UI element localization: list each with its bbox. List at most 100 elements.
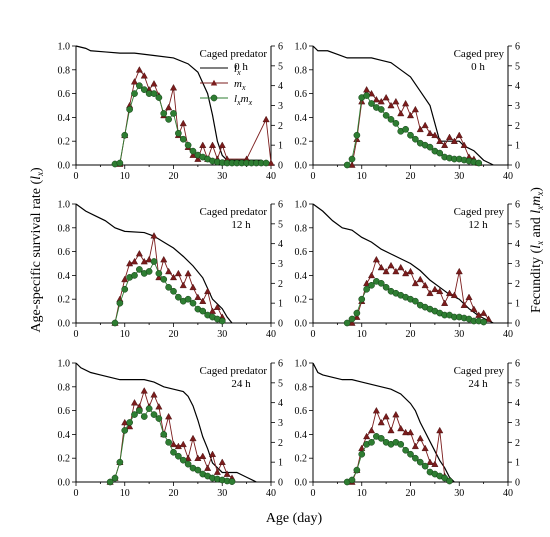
legend-label-lx: lx — [234, 63, 241, 77]
x-tick-label: 10 — [357, 329, 367, 340]
x-tick-label: 0 — [74, 171, 79, 182]
y-right-tick-label: 0 — [278, 319, 283, 330]
mx-point — [411, 279, 419, 287]
lxmx-point — [218, 317, 226, 325]
lxmx-point — [155, 415, 163, 422]
lxmx-point — [189, 147, 197, 155]
lxmx-point — [155, 270, 163, 277]
y-left-tick-label: 0.6 — [295, 406, 308, 417]
mx-point — [411, 442, 419, 450]
lxmx-point — [377, 279, 385, 287]
mx-point — [455, 131, 463, 139]
mx-point — [353, 135, 361, 142]
lxmx-point — [131, 411, 138, 418]
x-tick-label: 20 — [406, 171, 416, 182]
lxmx-point — [363, 92, 370, 99]
mx-point — [363, 86, 371, 93]
mx-point — [392, 410, 400, 418]
panel-title: Caged predator — [200, 206, 268, 218]
mx-point — [382, 267, 390, 275]
lxmx-point — [348, 315, 356, 323]
mx-point — [387, 261, 395, 269]
mx-point — [397, 263, 405, 271]
mx-point — [367, 426, 376, 434]
mx-point — [199, 297, 207, 304]
mx-point — [165, 103, 173, 111]
series-lx-line — [75, 203, 233, 324]
x-axis-label: Age (day) — [266, 511, 323, 526]
y-left-tick-label: 0.2 — [295, 454, 308, 465]
y-right-tick-label: 4 — [278, 81, 283, 92]
x-tick-label: 0 — [311, 488, 316, 499]
mx-point — [155, 403, 163, 410]
mx-point — [363, 432, 371, 440]
series-mx-line — [109, 389, 233, 483]
y-right-tick-label: 3 — [278, 418, 283, 429]
x-tick-label: 10 — [120, 488, 130, 499]
mx-point — [460, 301, 468, 308]
lxmx-point — [343, 319, 351, 327]
mx-point — [411, 105, 419, 113]
mx-point — [218, 458, 226, 465]
y-right-tick-label: 1 — [515, 141, 520, 152]
mx-point — [416, 125, 424, 133]
x-tick-label: 20 — [406, 329, 416, 340]
y-right-tick-label: 6 — [278, 42, 283, 53]
mx-point — [436, 426, 444, 434]
lxmx-point — [368, 438, 375, 446]
mx-point — [150, 80, 158, 87]
y-right-tick-label: 3 — [515, 259, 520, 270]
mx-point — [484, 315, 493, 322]
y-right-tick-label: 1 — [278, 458, 283, 469]
y-left-tick-label: 0.8 — [58, 65, 71, 76]
mx-point — [155, 273, 163, 281]
x-tick-label: 40 — [503, 488, 513, 499]
legend-label-mx: mx — [234, 78, 246, 92]
mx-point — [174, 269, 182, 277]
y-right-tick-label: 5 — [278, 378, 283, 389]
mx-point — [421, 444, 429, 452]
y-left-tick-label: 0.0 — [295, 478, 308, 489]
x-tick-label: 0 — [74, 329, 79, 340]
panel-subtitle: 0 h — [471, 61, 485, 73]
y-left-tick-label: 0.6 — [295, 89, 308, 100]
lxmx-point — [116, 299, 124, 307]
lxmx-point — [412, 135, 419, 143]
mx-point — [377, 263, 385, 271]
mx-point — [392, 97, 400, 105]
mx-point — [367, 89, 376, 97]
mx-point — [387, 426, 395, 434]
panel-5: 0 10 20 30 40 0.0 0.2 0.4 0.6 0.8 1.0 0 1 2 3 4 5 6 Caged … — [58, 359, 284, 500]
y-right-tick-label: 1 — [278, 299, 283, 310]
y-left-tick-label: 0.0 — [58, 319, 71, 330]
lxmx-point — [436, 149, 444, 157]
mx-point — [262, 115, 270, 123]
x-tick-label: 10 — [357, 171, 367, 182]
mx-point — [426, 458, 434, 465]
y-right-tick-label: 4 — [515, 398, 520, 409]
mx-point — [416, 275, 424, 283]
y-left-tick-label: 0.2 — [58, 295, 71, 306]
mx-point — [140, 387, 148, 394]
x-tick-label: 30 — [217, 488, 227, 499]
lxmx-point — [121, 131, 129, 139]
x-tick-label: 10 — [357, 488, 367, 499]
lxmx-point — [175, 452, 182, 460]
y-right-tick-label: 4 — [278, 398, 283, 409]
mx-point — [431, 285, 439, 293]
series-lx-line — [312, 203, 494, 324]
y-left-tick-label: 0.0 — [295, 161, 308, 172]
mx-point — [445, 289, 454, 297]
mx-point — [455, 267, 463, 275]
y-left-tick-label: 0.8 — [295, 382, 308, 393]
x-tick-label: 40 — [266, 488, 276, 499]
lxmx-point — [150, 258, 158, 265]
mx-point — [204, 287, 212, 295]
panel-3: 0 10 20 30 40 0.0 0.2 0.4 0.6 0.8 1.0 0 1 2 3 4 5 6 Caged … — [58, 200, 284, 341]
mx-point — [208, 141, 217, 148]
mx-point — [213, 468, 221, 475]
x-tick-label: 40 — [266, 171, 276, 182]
y-left-tick-label: 1.0 — [58, 359, 71, 370]
lxmx-point — [184, 141, 192, 149]
lxmx-point — [179, 456, 187, 464]
